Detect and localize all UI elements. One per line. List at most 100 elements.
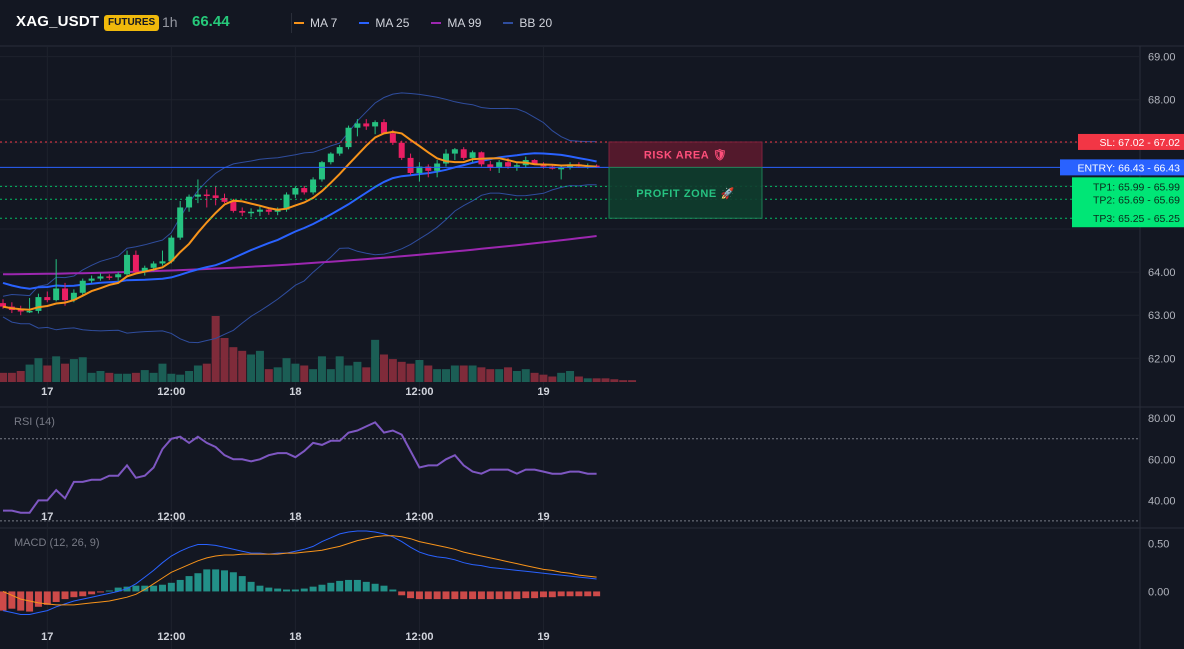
volume-bar (317, 356, 326, 382)
volume-bar (220, 338, 229, 382)
time-axis-tick: 19 (537, 511, 549, 523)
macd-histogram-bar (8, 591, 16, 609)
candle-up (354, 123, 361, 128)
time-axis-tick: 12:00 (157, 386, 185, 398)
macd-histogram-bar (26, 591, 34, 612)
candle-down (106, 276, 113, 278)
volume-bar (530, 372, 539, 382)
macd-histogram-bar (309, 586, 317, 592)
candle-up (168, 237, 175, 262)
volume-bar (371, 339, 380, 382)
macd-histogram-bar (141, 585, 149, 592)
candle-down (593, 165, 600, 168)
price-pane[interactable]: RISK AREA 🛡 PROFIT ZONE 🚀 (0, 92, 1140, 382)
volume-bar (610, 379, 619, 382)
macd-histogram-bar (469, 591, 477, 600)
volume-bar (69, 359, 78, 382)
macd-histogram-bar (539, 591, 547, 598)
candle-up (35, 297, 42, 311)
candle-up (310, 179, 317, 193)
candle-down (398, 142, 405, 158)
macd-histogram-bar (176, 579, 184, 592)
volume-bar (87, 372, 96, 382)
volume-bar (176, 374, 185, 382)
volume-bar (592, 378, 601, 382)
macd-histogram-bar (380, 585, 388, 592)
legend-ma25[interactable]: MA 25 (359, 16, 409, 30)
stop-loss-tag-bg (1078, 133, 1184, 150)
macd-histogram-bar (575, 591, 583, 597)
profit-zone-box (608, 166, 763, 219)
candle-down (380, 122, 387, 134)
volume-bar (566, 371, 575, 382)
volume-bar (131, 372, 140, 382)
macd-histogram-bar (203, 569, 211, 592)
time-axis-tick: 19 (537, 631, 549, 643)
candle-down (212, 195, 219, 198)
macd-histogram-bar (17, 591, 25, 611)
candle-up (88, 278, 95, 281)
time-axis-tick: 18 (289, 511, 301, 523)
rsi-axis-tick: 80.00 (1148, 413, 1176, 425)
interval-label[interactable]: 1h (162, 14, 178, 30)
macd-histogram-bar (194, 573, 202, 592)
candle-up (79, 280, 86, 293)
last-price: 66.44 (192, 13, 230, 30)
candle-up (177, 207, 184, 238)
candle-down (460, 149, 467, 158)
candle-up (159, 261, 166, 264)
volume-bar (149, 372, 158, 382)
macd-signal-line (2, 535, 597, 606)
macd-axis-tick: 0.50 (1148, 539, 1169, 551)
macd-histogram-bar (433, 591, 441, 600)
volume-bar (255, 350, 264, 382)
macd-histogram-bar (442, 591, 450, 600)
volume-bar (379, 354, 388, 382)
volume-bar (61, 363, 70, 382)
time-axis-tick: 17 (41, 631, 53, 643)
candle-up (558, 167, 565, 170)
grid-lines (0, 47, 1140, 649)
volume-bar (388, 359, 397, 382)
macd-histogram-bar (548, 591, 556, 598)
candle-down (0, 303, 6, 307)
ma25-swatch (359, 22, 370, 24)
volume-bar (238, 350, 247, 382)
time-axis-tick: 18 (289, 631, 301, 643)
macd-histogram-bar (265, 587, 273, 592)
macd-histogram-bar (300, 588, 308, 592)
price-axis-tick: 62.00 (1148, 353, 1176, 365)
candle-up (26, 310, 33, 313)
legend-bb20[interactable]: BB 20 (503, 16, 552, 30)
legend-ma7-label: MA 7 (310, 16, 338, 30)
candle-down (132, 254, 139, 273)
legend-ma7[interactable]: MA 7 (294, 16, 337, 30)
take-profit-tag-1: TP1: 65.99 - 65.99 (1093, 181, 1180, 193)
macd-histogram-bar (557, 591, 565, 597)
macd-histogram-bar (584, 591, 592, 597)
macd-histogram-bar (566, 591, 574, 597)
macd-histogram-bar (353, 579, 361, 592)
ma7-line (2, 130, 597, 311)
macd-histogram-bar (34, 591, 42, 607)
macd-histogram-bar (495, 591, 503, 600)
volume-bar (140, 370, 149, 382)
volume-bar (601, 378, 610, 382)
macd-histogram-bar (158, 584, 166, 592)
macd-histogram-bar (105, 590, 113, 592)
rsi-pane[interactable]: RSI (14) (0, 416, 1140, 522)
macd-histogram-bar (318, 584, 326, 592)
macd-histogram-bar (212, 569, 220, 592)
candle-down (487, 164, 494, 168)
candle-down (230, 201, 237, 211)
candle-down (363, 123, 370, 127)
macd-pane[interactable]: MACD (12, 26, 9) (0, 530, 601, 615)
legend-ma99[interactable]: MA 99 (431, 16, 481, 30)
volume-bar (459, 365, 468, 382)
volume-bar (326, 369, 335, 382)
macd-histogram-bar (221, 570, 228, 592)
symbol-name[interactable]: XAG_USDT (16, 13, 100, 30)
macd-histogram-bar (70, 591, 78, 598)
legend-ma25-label: MA 25 (375, 16, 410, 30)
